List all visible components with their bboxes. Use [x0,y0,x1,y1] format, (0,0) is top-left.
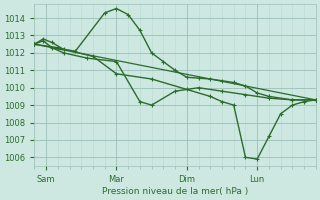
X-axis label: Pression niveau de la mer( hPa ): Pression niveau de la mer( hPa ) [102,187,248,196]
